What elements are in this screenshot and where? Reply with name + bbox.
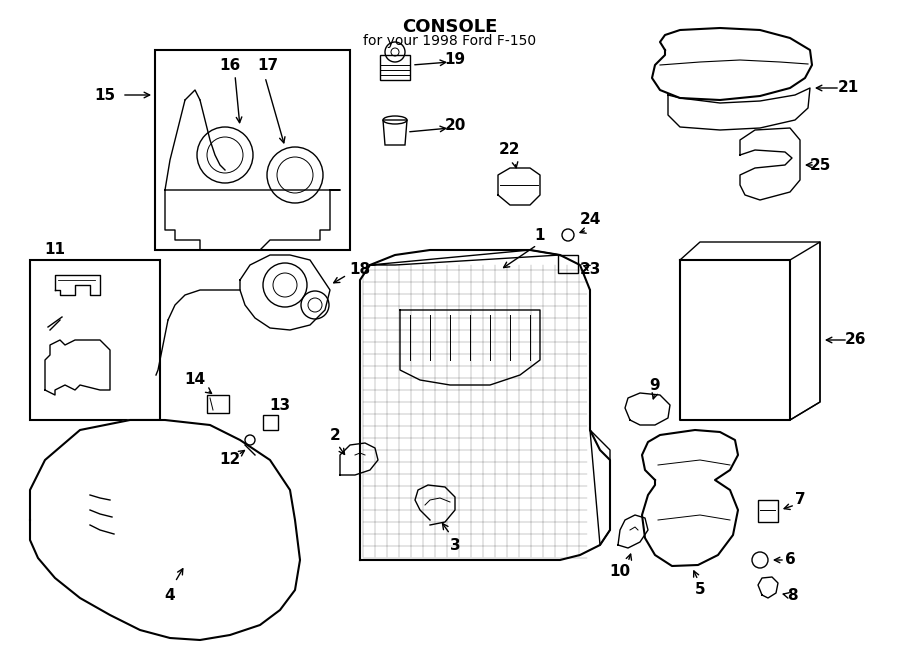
Text: 10: 10 <box>609 564 631 580</box>
Bar <box>263 415 278 430</box>
Text: 4: 4 <box>165 588 176 602</box>
Text: 9: 9 <box>650 377 661 393</box>
Text: 20: 20 <box>445 118 465 132</box>
Text: 15: 15 <box>94 87 115 102</box>
Polygon shape <box>30 420 300 640</box>
Text: 7: 7 <box>795 492 806 508</box>
Text: CONSOLE: CONSOLE <box>402 18 498 36</box>
Text: 13: 13 <box>269 397 291 412</box>
Text: 22: 22 <box>500 143 521 157</box>
Text: 6: 6 <box>785 553 796 568</box>
Text: 11: 11 <box>44 243 66 258</box>
Polygon shape <box>652 28 812 100</box>
Text: 3: 3 <box>450 537 460 553</box>
Bar <box>558 255 578 273</box>
Polygon shape <box>668 88 810 130</box>
Polygon shape <box>360 250 610 560</box>
Text: 1: 1 <box>535 227 545 243</box>
Text: 17: 17 <box>257 58 279 73</box>
Text: 14: 14 <box>184 373 205 387</box>
Text: 25: 25 <box>809 157 831 173</box>
Text: 2: 2 <box>329 428 340 442</box>
Bar <box>758 500 778 522</box>
Bar <box>155 50 350 250</box>
Text: 16: 16 <box>220 58 240 73</box>
Text: 18: 18 <box>349 262 371 278</box>
Text: 19: 19 <box>445 52 465 67</box>
Text: 12: 12 <box>220 453 240 467</box>
Text: 23: 23 <box>580 262 600 278</box>
Text: 24: 24 <box>580 212 600 227</box>
Polygon shape <box>642 430 738 566</box>
Bar <box>30 260 160 420</box>
Bar <box>207 395 229 413</box>
Text: 26: 26 <box>844 332 866 348</box>
Text: 5: 5 <box>695 582 706 598</box>
Text: for your 1998 Ford F-150: for your 1998 Ford F-150 <box>364 34 536 48</box>
Polygon shape <box>680 260 790 420</box>
Text: 21: 21 <box>837 81 859 95</box>
Polygon shape <box>680 242 820 420</box>
Text: 8: 8 <box>787 588 797 602</box>
